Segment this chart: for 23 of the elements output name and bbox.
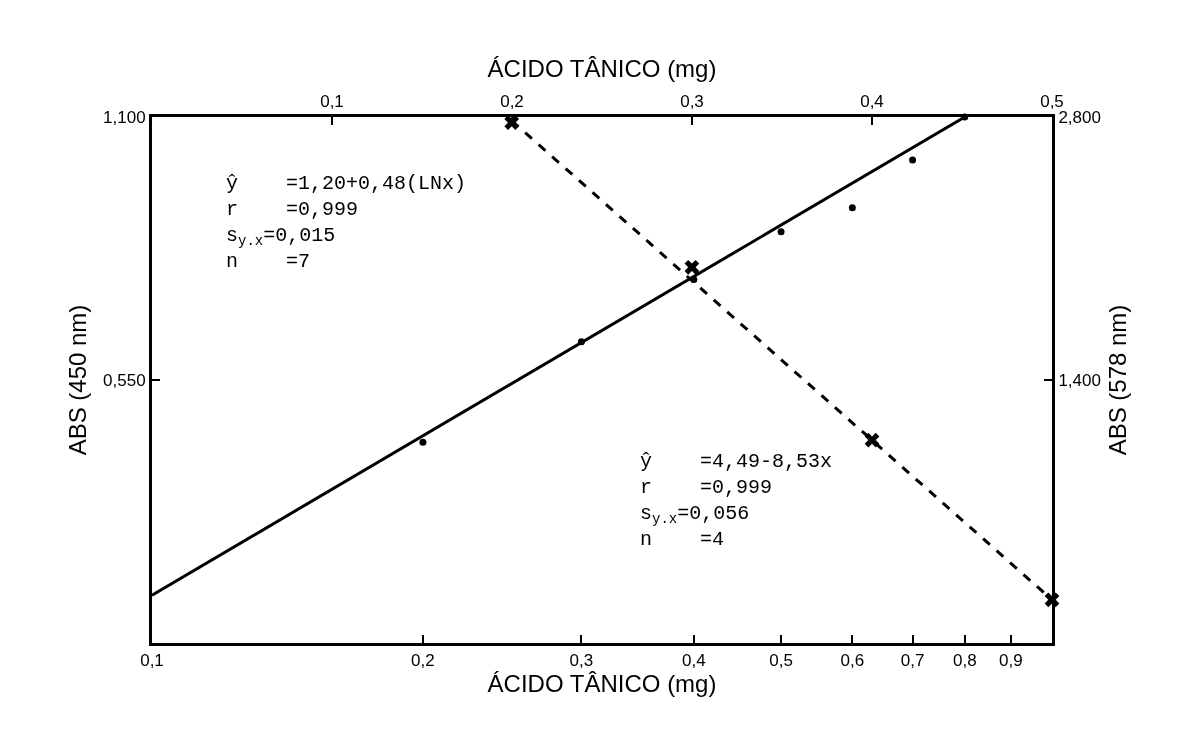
x2-tick-label: 0,4: [860, 92, 884, 112]
y-tick-label: 1,100: [103, 107, 146, 127]
x-tick-label: 0,6: [840, 651, 865, 671]
point: [684, 259, 700, 275]
y-tick-label: 0,550: [103, 370, 146, 390]
x-tick-label: 0,5: [769, 651, 793, 671]
x-tick-label: 0,4: [682, 651, 706, 671]
annotation: ŷ =1,20+0,48(LNx) r =0,999 s$_{y.x}$=0,015 n =7: [226, 172, 467, 273]
annotation: ŷ =4,49-8,53x r =0,999 s$_{y.x}$=0,056 n =4: [640, 450, 833, 551]
x-tick-label: 0,7: [900, 651, 925, 671]
x-tick-label: 0,3: [569, 651, 594, 671]
y-axis-title: ABS (450 nm): [64, 304, 92, 456]
x-tick-label: 0,1: [140, 651, 164, 671]
x-tick-label: 0,2: [411, 651, 435, 671]
x-tick-label: 0,8: [952, 651, 977, 671]
x2-tick-label: 0,1: [320, 92, 344, 112]
x2-tick-label: 0,2: [500, 92, 524, 112]
y2-axis-title: ABS (578 nm): [1104, 304, 1132, 456]
y2-tick-label: 1,400: [1058, 370, 1101, 390]
x-tick-label: 0,9: [999, 651, 1023, 671]
x2-tick-label: 0,3: [680, 92, 704, 112]
x-axis-title: ÁCIDO TÂNICO (mg): [487, 670, 717, 698]
x2-axis-title: ÁCIDO TÂNICO (mg): [487, 55, 717, 83]
